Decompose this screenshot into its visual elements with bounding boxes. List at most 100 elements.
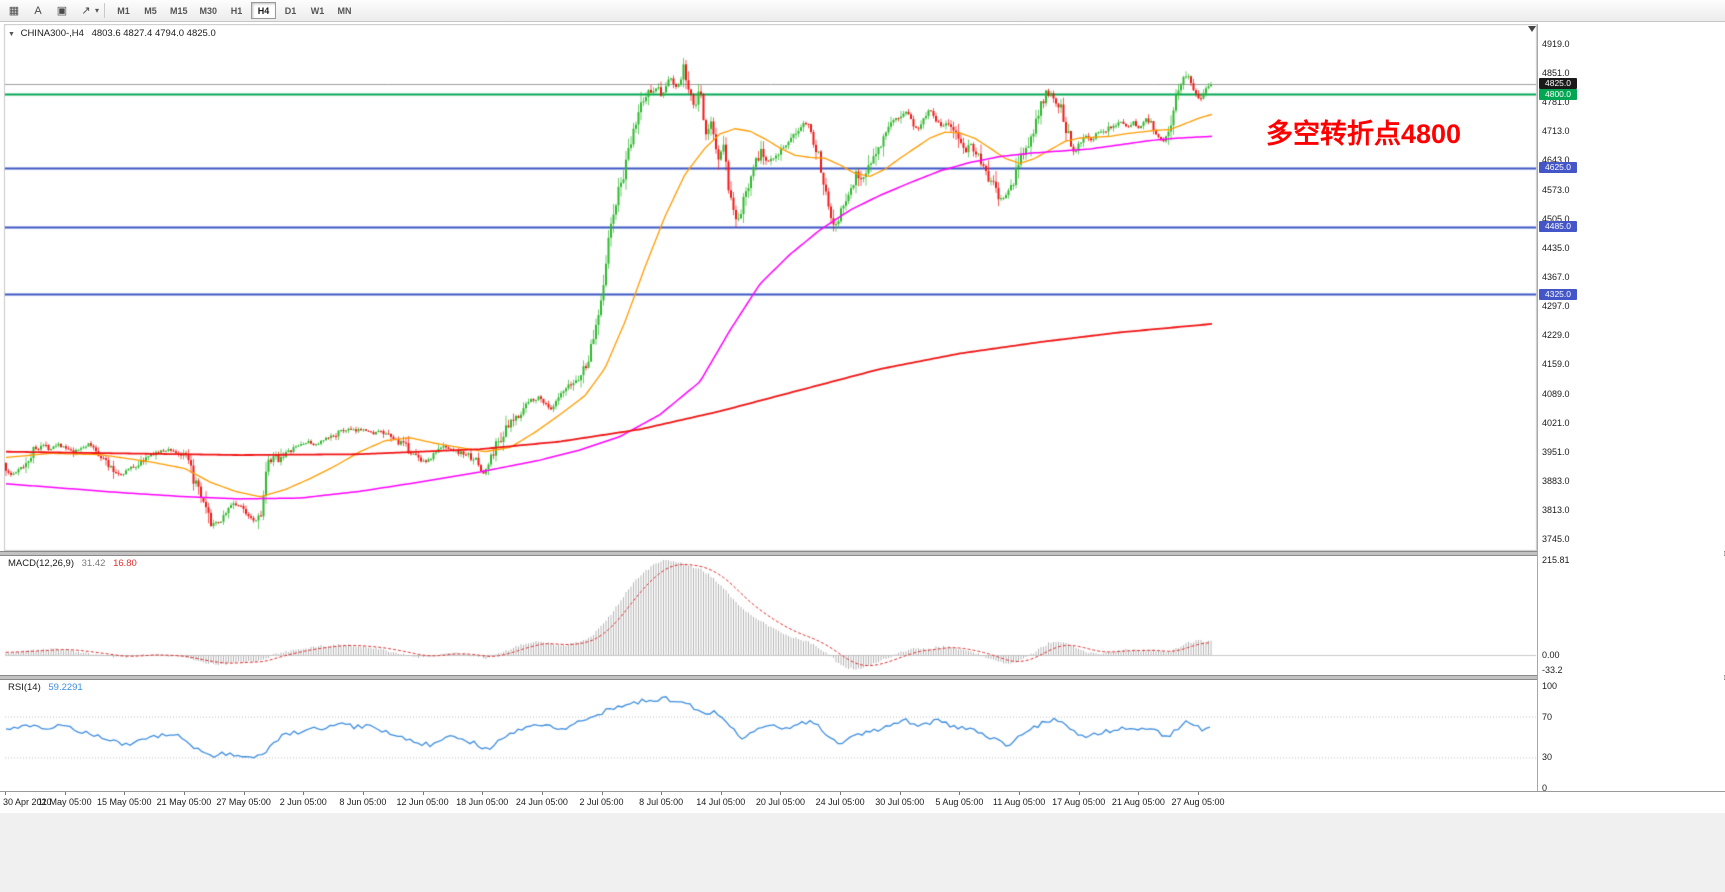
time-axis-label: 30 Jul 05:00 [875, 797, 925, 807]
time-axis-label: 8 Jun 05:00 [339, 797, 387, 807]
price-axis-label: 4435.0 [1542, 243, 1570, 254]
rsi-canvas[interactable] [0, 680, 1537, 791]
time-axis-tick [303, 792, 305, 795]
macd-axis-label: 215.81 [1542, 555, 1570, 566]
price-axis-label: 4021.0 [1542, 417, 1570, 428]
time-axis-tick [243, 792, 245, 795]
time-scale[interactable]: 30 Apr 2020 11 May 05:00 15 May 05:00 21 Ma… [0, 791, 1725, 813]
time-axis-tick [1078, 792, 1080, 795]
timeframe-button-M30[interactable]: M30 [195, 2, 223, 19]
timeframe-button-M5[interactable]: M5 [138, 2, 163, 19]
cursor-tool-icon[interactable]: ↗ [81, 5, 91, 17]
price-axis-label: 4089.0 [1542, 388, 1570, 399]
time-axis-label: 5 Aug 05:00 [935, 797, 984, 807]
macd-title: MACD(12,26,9) [8, 558, 74, 569]
menu-grid-icon[interactable]: ▦ [8, 5, 20, 17]
time-axis-tick [1198, 792, 1199, 795]
price-badge-4625.0: 4625.0 [1539, 162, 1577, 174]
macd-axis-label: -33.2 [1542, 664, 1563, 675]
timeframe-button-D1[interactable]: D1 [278, 2, 303, 19]
macd-canvas[interactable] [0, 556, 1537, 675]
price-badge-4325.0: 4325.0 [1539, 288, 1577, 300]
price-axis-label: 3951.0 [1542, 447, 1570, 458]
price-badge-4485.0: 4485.0 [1539, 221, 1577, 233]
rsi-axis-label: 70 [1542, 711, 1553, 722]
macd-axis-label: 0.00 [1542, 650, 1560, 660]
rsi-axis-label: 0 [1542, 783, 1548, 793]
time-axis-label: 30 Apr 2020 [3, 797, 52, 807]
price-axis-label: 4367.0 [1542, 271, 1570, 282]
main-chart-canvas[interactable] [0, 24, 1537, 551]
time-axis-label: 11 May 05:00 [37, 797, 92, 807]
price-axis-label: 4781.0 [1542, 97, 1570, 108]
toolbar-separator [104, 3, 106, 18]
timeframe-button-H1[interactable]: H1 [224, 2, 249, 19]
time-axis-label: 21 Aug 05:00 [1111, 797, 1165, 807]
time-axis-label: 27 Aug 05:00 [1171, 797, 1225, 807]
window-background [0, 813, 1725, 892]
panel-splitter-rsi[interactable] [0, 675, 1725, 680]
price-axis-label: 3745.0 [1542, 533, 1570, 544]
time-axis-label: 15 May 05:00 [97, 797, 152, 807]
time-axis-label: 20 Jul 05:00 [755, 797, 805, 807]
timeframe-button-group: M1 M5 M15 M30 H1 H4 D1 W1 MN [110, 2, 358, 19]
time-axis-tick [959, 792, 961, 795]
macd-header: MACD(12,26,9) 31.42 16.80 [8, 558, 137, 569]
time-axis-label: 8 Jul 05:00 [639, 797, 684, 807]
chevron-down-icon[interactable]: ▾ [95, 6, 100, 15]
time-axis-tick [422, 792, 424, 795]
price-badge-4800.0: 4800.0 [1539, 88, 1577, 100]
chart-frame-icon[interactable]: ▣ [56, 5, 68, 17]
time-axis-tick [1019, 792, 1021, 795]
time-axis-tick [183, 792, 185, 795]
time-axis-tick [899, 792, 901, 795]
time-axis-tick [780, 792, 782, 795]
timeframe-button-M1[interactable]: M1 [111, 2, 136, 19]
time-axis-tick [1138, 792, 1140, 795]
timeframe-button-M15[interactable]: M15 [165, 2, 193, 19]
time-axis-label: 18 Jun 05:00 [456, 797, 509, 807]
time-axis-label: 17 Aug 05:00 [1052, 797, 1106, 807]
time-axis-tick [541, 792, 543, 795]
price-axis-label: 4159.0 [1542, 359, 1570, 370]
time-axis-label: 24 Jun 05:00 [515, 797, 568, 807]
chart-shift-marker-icon[interactable] [1528, 26, 1536, 32]
time-axis-label: 21 May 05:00 [156, 797, 212, 807]
axis-separator-line [1537, 24, 1538, 791]
timeframe-button-MN[interactable]: MN [332, 2, 357, 19]
price-axis-label: 4919.0 [1542, 39, 1570, 49]
time-axis-tick [5, 792, 6, 795]
time-axis-label: 12 Jun 05:00 [396, 797, 449, 807]
time-axis-label: 14 Jul 05:00 [696, 797, 746, 807]
text-tool-icon[interactable]: A [34, 4, 42, 17]
time-axis-tick [124, 792, 126, 795]
time-axis-label: 27 May 05:00 [216, 797, 271, 807]
timeframe-button-H4[interactable]: H4 [251, 2, 277, 19]
price-annotation-text[interactable]: 多空转折点4800 [1266, 119, 1462, 149]
timeframe-button-W1[interactable]: W1 [305, 2, 330, 19]
price-axis-label: 4297.0 [1542, 301, 1570, 312]
symbol-caret-icon[interactable]: ▼ [8, 31, 15, 38]
ohlc-values: 4803.6 4827.4 4794.0 4825.0 [91, 28, 216, 39]
time-axis-label: 2 Jul 05:00 [579, 797, 624, 807]
rsi-title: RSI(14) [8, 682, 41, 693]
macd-signal-value: 16.80 [113, 558, 137, 569]
time-axis-tick [482, 792, 484, 795]
time-axis-tick [362, 792, 364, 795]
price-axis-label: 3883.0 [1542, 475, 1570, 486]
macd-main-value: 31.42 [81, 558, 106, 569]
toolbar: ▦ A ▣ ↗ ▾ M1 M5 M15 M30 H1 H4 D1 W1 MN [0, 0, 1725, 22]
time-axis-tick [64, 792, 66, 795]
price-scale[interactable]: 4919.0 4851.0 4781.0 4713.0 4643.0 4573.0 4505… [1538, 24, 1724, 793]
price-axis-label: 3813.0 [1542, 505, 1570, 516]
symbol-name: CHINA300-,H4 [20, 28, 84, 39]
time-axis-tick [661, 792, 663, 795]
price-badge-4825.0: 4825.0 [1539, 78, 1577, 90]
price-axis-label: 4851.0 [1542, 67, 1570, 78]
symbol-header: ▼ CHINA300-,H4 4803.6 4827.4 4794.0 4825… [8, 28, 216, 39]
time-axis-tick [601, 792, 603, 795]
panel-splitter-macd[interactable] [0, 551, 1725, 556]
rsi-header: RSI(14) 59.2291 [8, 682, 83, 693]
time-axis-label: 2 Jun 05:00 [279, 797, 327, 807]
